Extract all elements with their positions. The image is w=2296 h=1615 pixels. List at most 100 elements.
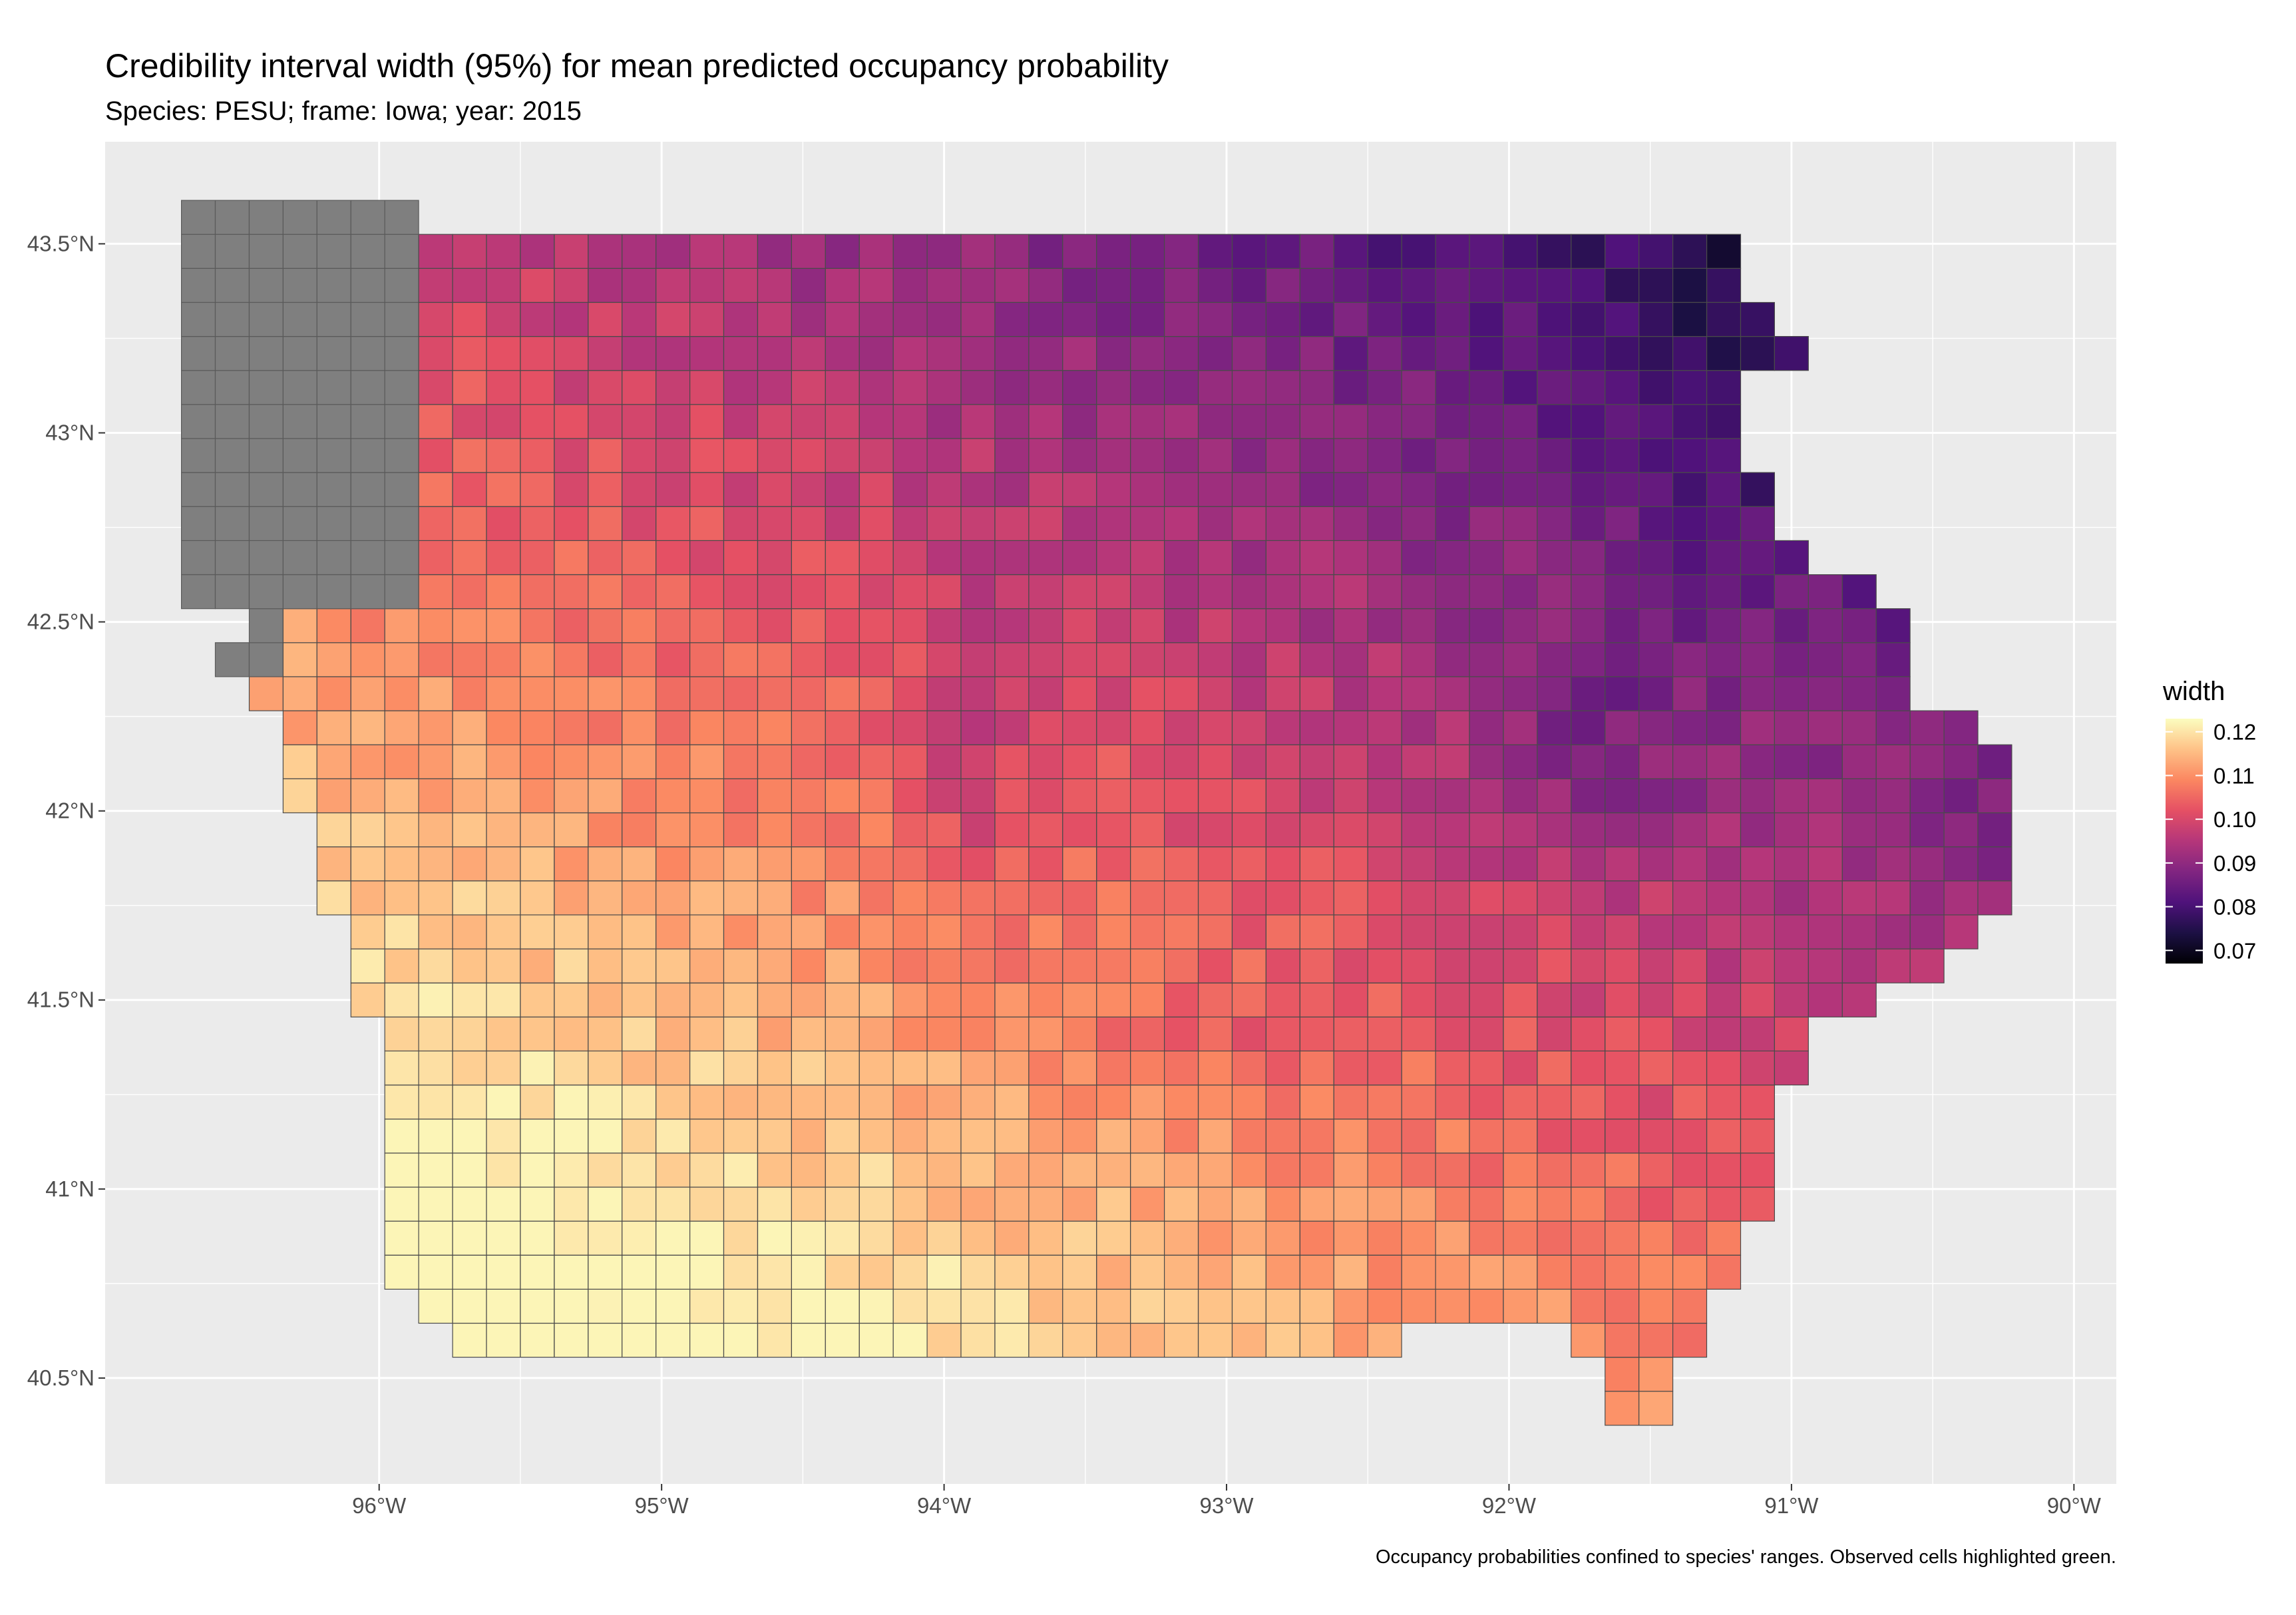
grid-cell xyxy=(960,472,996,507)
grid-cell xyxy=(1571,1288,1606,1324)
grid-cell xyxy=(1503,982,1538,1017)
grid-cell xyxy=(486,1016,521,1052)
grid-cell xyxy=(384,778,419,814)
grid-cell xyxy=(1163,642,1199,677)
grid-cell xyxy=(1333,778,1368,814)
grid-cell xyxy=(1638,1186,1674,1222)
grid-cell xyxy=(1333,1119,1368,1154)
grid-cell xyxy=(520,1220,555,1256)
grid-cell xyxy=(1096,608,1131,643)
grid-cell xyxy=(1503,574,1538,610)
grid-cell xyxy=(554,370,589,405)
grid-cell xyxy=(892,1050,928,1086)
grid-cell xyxy=(656,404,691,439)
grid-cell xyxy=(994,1084,1030,1120)
grid-cell xyxy=(1062,1084,1097,1120)
grid-cell xyxy=(1537,506,1572,541)
grid-cell xyxy=(859,744,894,779)
grid-cell xyxy=(1469,1119,1504,1154)
grid-cell xyxy=(1638,438,1674,473)
grid-cell xyxy=(825,438,860,473)
grid-cell xyxy=(282,404,317,439)
grid-cell xyxy=(1062,1220,1097,1256)
grid-cell xyxy=(1638,1322,1674,1358)
grid-cell xyxy=(181,438,216,473)
grid-cell xyxy=(1333,234,1368,269)
grid-cell xyxy=(825,472,860,507)
grid-cell xyxy=(1672,336,1708,371)
grid-cell xyxy=(1130,1119,1165,1154)
grid-cell xyxy=(588,336,623,371)
grid-cell xyxy=(1435,438,1470,473)
grid-cell xyxy=(960,438,996,473)
grid-cell xyxy=(1367,1186,1402,1222)
grid-cell xyxy=(1875,710,1911,745)
grid-cell xyxy=(1333,1186,1368,1222)
grid-cell xyxy=(1096,778,1131,814)
grid-cell xyxy=(1571,268,1606,303)
grid-cell xyxy=(689,1186,725,1222)
grid-cell xyxy=(1808,982,1843,1017)
grid-cell xyxy=(1469,404,1504,439)
grid-cell xyxy=(452,268,487,303)
grid-cell xyxy=(520,472,555,507)
grid-cell xyxy=(825,404,860,439)
grid-cell xyxy=(384,506,419,541)
grid-cell xyxy=(723,1254,759,1290)
grid-cell xyxy=(1163,404,1199,439)
grid-cell xyxy=(486,1084,521,1120)
grid-cell xyxy=(1672,914,1708,950)
y-tick-label: 41°N xyxy=(45,1176,95,1201)
grid-cell xyxy=(316,880,351,916)
grid-cell xyxy=(689,1254,725,1290)
grid-cell xyxy=(892,846,928,882)
grid-cell xyxy=(350,676,385,711)
grid-cell xyxy=(1367,540,1402,576)
grid-cell xyxy=(926,1016,962,1052)
grid-cell xyxy=(1163,608,1199,643)
grid-cell xyxy=(1435,301,1470,337)
grid-cell xyxy=(486,812,521,848)
grid-cell xyxy=(1062,336,1097,371)
grid-cell xyxy=(1774,336,1809,371)
grid-cell xyxy=(1130,301,1165,337)
grid-cell xyxy=(1130,574,1165,610)
grid-cell xyxy=(1299,506,1334,541)
grid-cell xyxy=(926,1119,962,1154)
grid-cell xyxy=(588,744,623,779)
grid-cell xyxy=(316,301,351,337)
grid-cell xyxy=(520,404,555,439)
grid-cell xyxy=(1503,540,1538,576)
grid-cell xyxy=(1537,778,1572,814)
grid-cell xyxy=(1435,336,1470,371)
grid-cell xyxy=(825,1220,860,1256)
grid-cell xyxy=(1706,608,1742,643)
grid-cell xyxy=(384,1119,419,1154)
grid-cell xyxy=(656,846,691,882)
grid-cell xyxy=(1265,1119,1300,1154)
grid-cell xyxy=(757,914,793,950)
grid-cell xyxy=(1706,948,1742,984)
grid-cell xyxy=(1401,1119,1436,1154)
grid-cell xyxy=(656,370,691,405)
grid-cell xyxy=(384,1050,419,1086)
grid-cell xyxy=(1571,1119,1606,1154)
grid-cell xyxy=(588,1322,623,1358)
grid-cell xyxy=(1130,404,1165,439)
grid-cell xyxy=(1943,880,1979,916)
grid-cell xyxy=(588,982,623,1017)
grid-cell xyxy=(1299,234,1334,269)
grid-cell xyxy=(1537,1254,1572,1290)
grid-cell xyxy=(1062,1322,1097,1358)
grid-cell xyxy=(350,268,385,303)
grid-cell xyxy=(1841,914,1877,950)
grid-cell xyxy=(1028,540,1063,576)
grid-cell xyxy=(926,472,962,507)
grid-cell xyxy=(994,506,1030,541)
grid-cell xyxy=(418,1050,453,1086)
grid-cell xyxy=(1130,268,1165,303)
grid-cell xyxy=(486,1050,521,1086)
grid-cell xyxy=(1062,846,1097,882)
grid-cell xyxy=(723,880,759,916)
grid-cell xyxy=(689,642,725,677)
